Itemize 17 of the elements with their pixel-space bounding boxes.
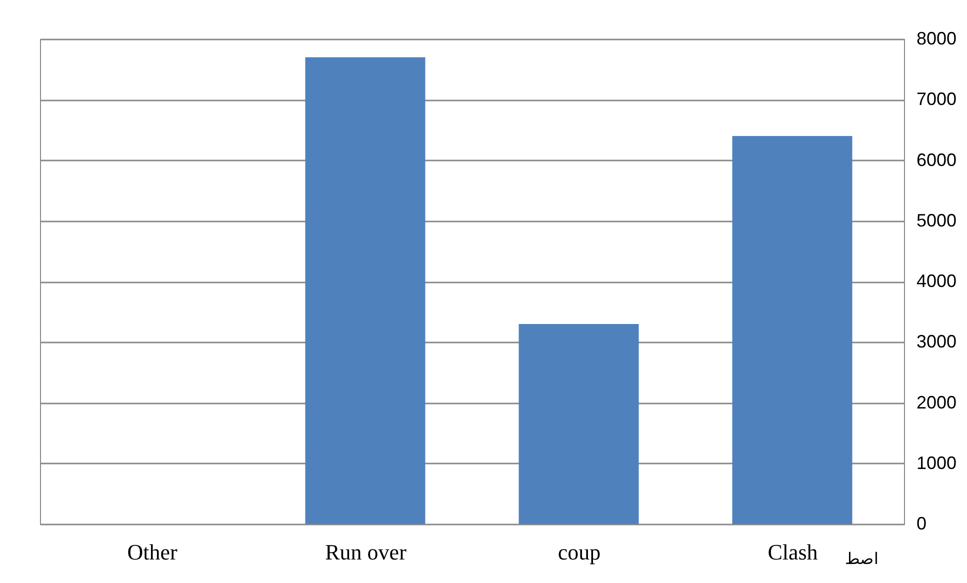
x-tick-label: Clash bbox=[768, 540, 818, 564]
y-tick-label: 8000 bbox=[916, 28, 957, 48]
bar bbox=[518, 324, 639, 524]
y-tick-label: 1000 bbox=[916, 452, 957, 473]
y-tick-label: 2000 bbox=[916, 392, 957, 412]
y-tick-label: 0 bbox=[916, 514, 927, 534]
y-tick-label: 5000 bbox=[916, 210, 957, 230]
x-tick-label: Run over bbox=[325, 540, 408, 564]
y-tick-label: 4000 bbox=[916, 271, 957, 291]
bar bbox=[732, 136, 852, 524]
text: اصط bbox=[845, 551, 878, 568]
bar bbox=[305, 57, 426, 524]
x-tick-label: coup bbox=[558, 540, 601, 564]
y-tick-label: 6000 bbox=[916, 150, 957, 170]
y-tick-label: 7000 bbox=[916, 89, 957, 110]
y-tick-label: 3000 bbox=[916, 332, 957, 352]
x-tick-label: Other bbox=[127, 540, 178, 564]
